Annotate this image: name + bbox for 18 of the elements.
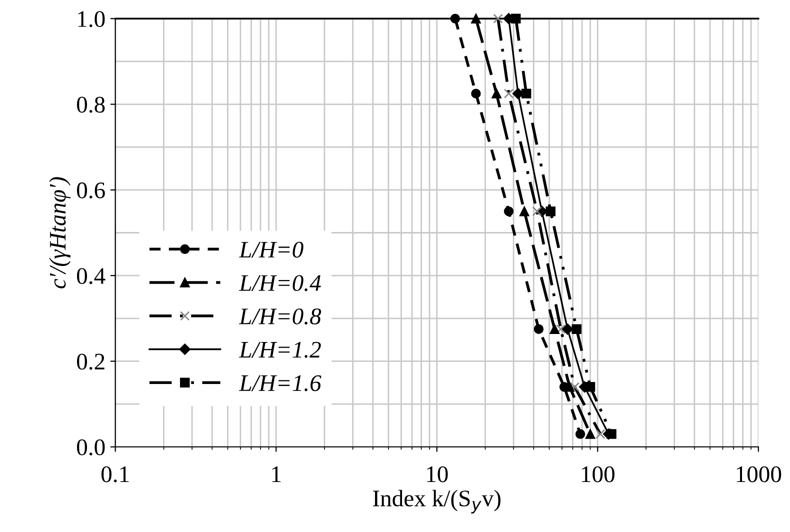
x-axis-title: Index k/(S$_{y}$v) <box>373 490 500 514</box>
x-tick-label: 1000 <box>736 466 782 482</box>
legend-label: L/H=1.2 <box>238 342 321 358</box>
legend-label: L/H=0 <box>238 242 304 258</box>
legend-label: L/H=1.6 <box>238 375 322 392</box>
legend-label: L/H=0.8 <box>238 308 322 324</box>
y-tick-label: 1.0 <box>78 11 105 28</box>
legend-label: L/H=0.4 <box>238 275 321 292</box>
y-tick-label: 0.6 <box>77 182 105 198</box>
y-tick-label: 0.8 <box>77 96 105 113</box>
y-tick-label: 0.4 <box>77 268 106 284</box>
x-tick-label: 10 <box>427 466 448 482</box>
y-tick-label: 0.2 <box>77 354 104 370</box>
x-tick-label: 0.1 <box>101 466 129 482</box>
y-axis-title: c′/(γHtanφ′) <box>49 177 71 288</box>
x-tick-label: 1 <box>272 466 281 482</box>
x-tick-label: 100 <box>582 466 614 482</box>
y-tick-label: 0.0 <box>77 439 105 456</box>
